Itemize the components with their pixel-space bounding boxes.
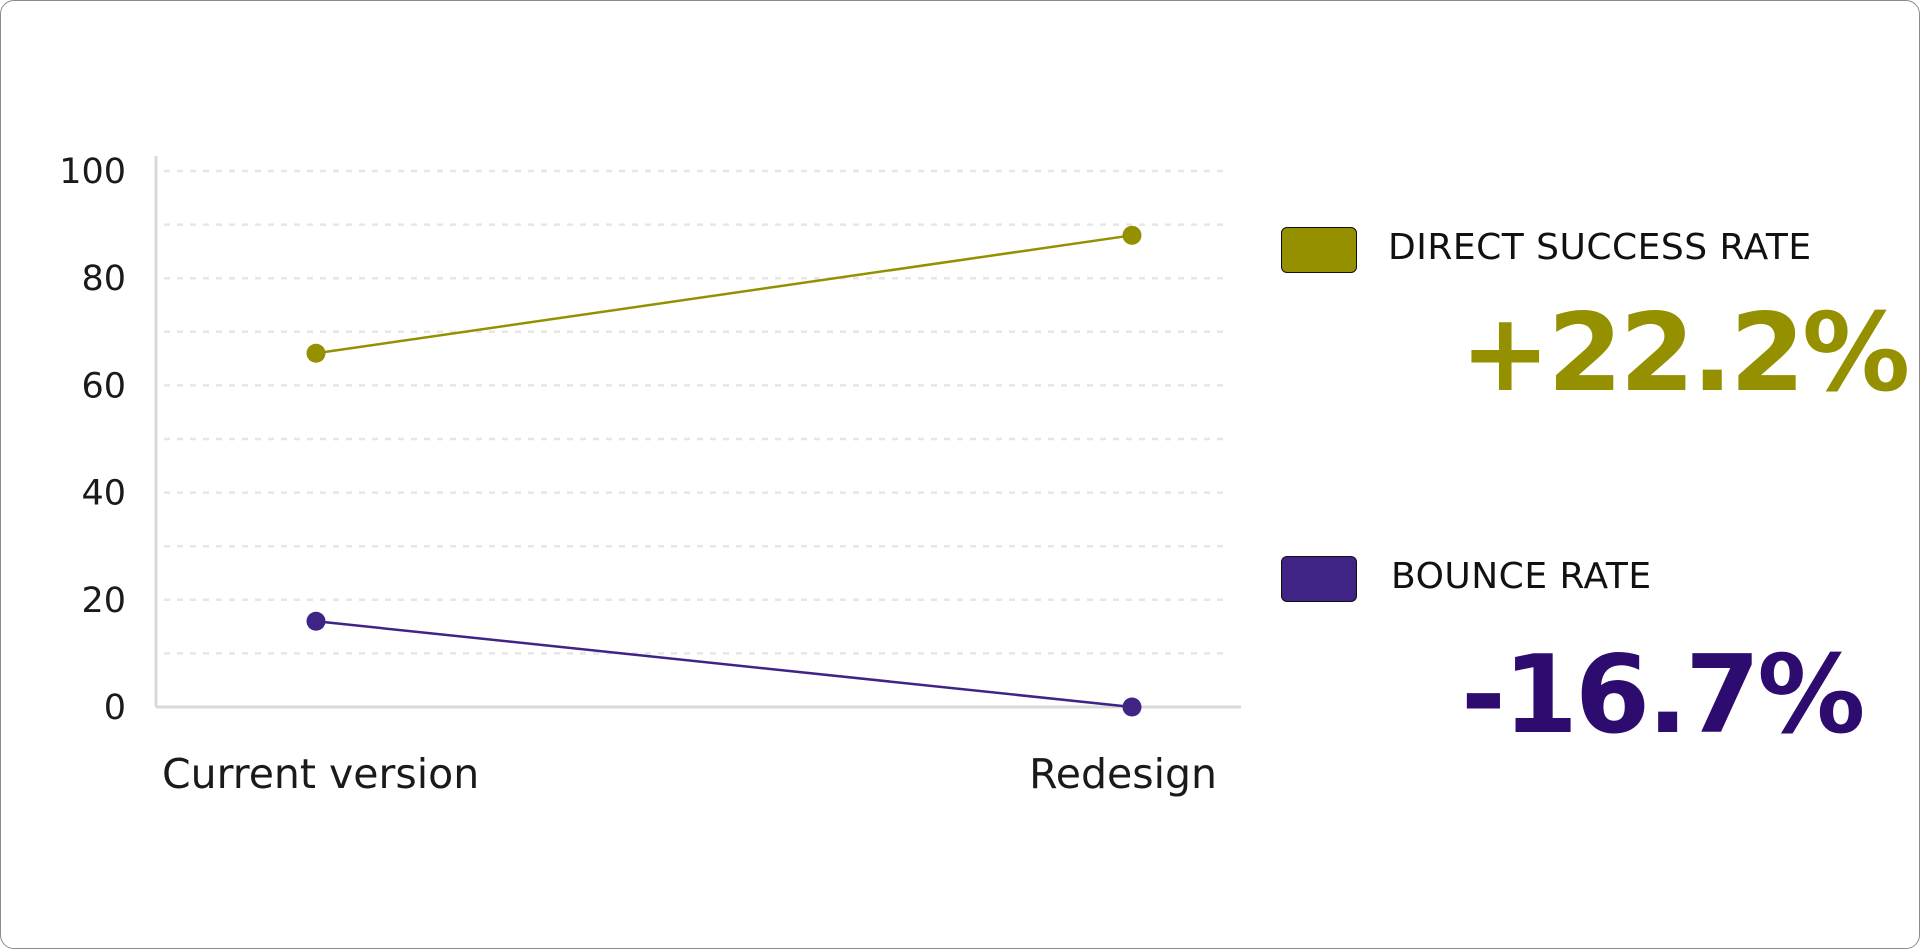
x-category-label: Redesign (1029, 750, 1217, 798)
axes (154, 156, 1241, 709)
y-tick-label: 80 (81, 259, 126, 299)
series-line (315, 619, 1133, 709)
x-category-label: Current version (162, 750, 479, 798)
series-line (315, 234, 1133, 355)
y-tick-label: 0 (104, 688, 126, 728)
success-rate-label: DIRECT SUCCESS RATE (1388, 227, 1812, 268)
success-rate-swatch (1281, 227, 1357, 273)
gridlines (164, 169, 1229, 655)
data-point (306, 343, 326, 363)
data-point (306, 611, 326, 631)
bounce-rate-label: BOUNCE RATE (1391, 556, 1652, 597)
y-tick-label: 40 (81, 474, 126, 514)
series-lines (306, 225, 1142, 717)
x-category-labels: Current version Redesign (162, 750, 1217, 798)
y-tick-label: 60 (81, 366, 126, 406)
bounce-rate-change: -16.7% (1461, 633, 1866, 758)
y-tick-label: 20 (81, 581, 126, 621)
success-rate-change: +22.2% (1460, 291, 1910, 416)
data-point (1122, 697, 1142, 717)
y-tick-label: 100 (59, 152, 126, 192)
data-point (1122, 225, 1142, 245)
y-tick-labels: 0 20 40 60 80 100 (59, 152, 126, 728)
bounce-rate-swatch (1281, 556, 1357, 602)
